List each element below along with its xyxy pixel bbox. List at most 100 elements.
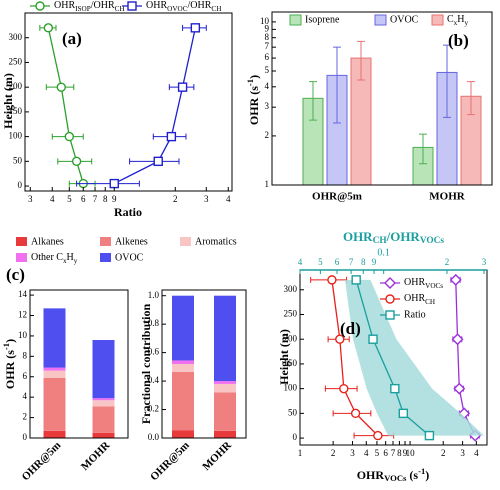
x-tick-label: 7 — [93, 194, 98, 204]
range-band — [345, 279, 485, 436]
marker — [177, 82, 188, 92]
marker — [190, 23, 201, 33]
x-tick-label: 2 — [441, 448, 446, 458]
marker — [71, 156, 82, 167]
legend-swatch — [180, 237, 191, 246]
bar-segment — [214, 383, 236, 393]
x-axis-label: Ratio — [114, 205, 142, 219]
marker — [398, 408, 409, 419]
x-tick-label: 3 — [350, 448, 355, 458]
error-bar — [309, 81, 317, 121]
y-tick-label: 9 — [265, 23, 270, 33]
bar-segment — [172, 364, 194, 372]
text-part: CH — [425, 298, 435, 306]
y-tick-label: 10 — [18, 330, 28, 340]
bar-segment — [172, 430, 194, 438]
y-axis-label: OHR (s-1) — [245, 75, 261, 125]
x-tick-label: 9 — [403, 448, 408, 458]
bar-segment — [43, 370, 66, 378]
x-tick-label: 3 — [28, 194, 33, 204]
marker — [351, 275, 361, 285]
error-bar — [419, 133, 427, 165]
text-part: y — [465, 19, 469, 27]
y-tick-label: 200 — [284, 333, 298, 343]
marker — [449, 273, 462, 286]
x-tick-label: MOHR — [200, 439, 234, 473]
plot-frame — [271, 11, 493, 186]
text-part: CH — [211, 5, 221, 13]
y-tick-label: 150 — [284, 358, 298, 368]
text-part: ISOP — [75, 5, 91, 13]
x-tick-label: 8 — [397, 448, 402, 458]
x2-tick-label: 5 — [318, 257, 323, 267]
y-tick-label: 0 — [23, 432, 28, 442]
panel-label: (d) — [340, 319, 361, 338]
legend-label: Aromatics — [195, 236, 237, 247]
x-tick-label: 6 — [383, 448, 388, 458]
y-tick-label: 0.8 — [148, 318, 160, 328]
marker — [335, 334, 345, 344]
text-part: -1 — [1, 343, 11, 350]
y-tick-label: 0.2 — [148, 404, 159, 414]
text-part: OHR — [146, 0, 167, 11]
x-tick-label: 3 — [460, 448, 465, 458]
error-bar — [333, 46, 341, 124]
text-part: -1 — [418, 466, 425, 476]
bar-segment — [92, 432, 115, 438]
y-tick-label: 3 — [265, 101, 270, 111]
marker — [166, 131, 177, 142]
marker — [43, 23, 54, 33]
text-part: OHR — [404, 277, 425, 288]
legend-label: OVOC — [115, 252, 144, 263]
text-part: OHR (s — [3, 350, 17, 389]
text-part: CH — [373, 236, 388, 246]
text-part: (s — [406, 468, 418, 482]
marker — [109, 178, 119, 189]
marker — [373, 430, 383, 441]
x-tick-label: 9 — [112, 194, 117, 204]
plot-frame — [29, 289, 129, 439]
x-tick-label: OHR@5m — [148, 439, 192, 483]
x2-tick-label: 8 — [361, 257, 366, 267]
y-axis-label: OHR (s-1) — [1, 339, 17, 389]
marker — [350, 408, 361, 419]
y-tick-label: 8 — [265, 32, 270, 42]
error-bar — [443, 44, 451, 118]
y-tick-label: 1.0 — [148, 290, 160, 300]
legend-label: CxHy — [447, 14, 469, 26]
y-tick-label: 0 — [293, 432, 298, 442]
legend-label: Ratio — [404, 309, 426, 320]
marker — [368, 334, 378, 344]
x-tick-label: OHR@5m — [20, 439, 64, 483]
legend-swatch — [16, 237, 27, 246]
marker — [56, 82, 66, 92]
legend-swatch — [431, 14, 444, 26]
marker — [384, 277, 396, 289]
x2-tick-label: 7 — [349, 257, 354, 267]
y-tick-label: 50 — [13, 155, 23, 165]
legend-label: Alkenes — [115, 236, 148, 247]
y-tick-label: 6 — [23, 371, 28, 381]
marker — [153, 156, 163, 167]
text-part: OVOC — [167, 5, 188, 13]
bar-segment — [214, 392, 236, 431]
y-tick-label: 2 — [265, 130, 270, 140]
x-tick-label: 2 — [331, 448, 336, 458]
plot-frame — [24, 12, 233, 192]
x-tick-label: OHR@5m — [312, 191, 362, 203]
text-part: VOCs — [384, 473, 407, 483]
legend-label: OHROVOC/OHRCH — [146, 0, 221, 12]
y-tick-label: 100 — [284, 383, 298, 393]
y-tick-label: 7 — [265, 41, 270, 51]
bar-segment — [43, 430, 66, 438]
text-part: H — [67, 252, 74, 263]
x-tick-label: 4 — [50, 194, 55, 204]
x-tick-label: 1 — [298, 448, 303, 458]
text-part: OHR (s — [247, 86, 261, 125]
text-part: x — [454, 19, 458, 27]
text-part: /OHR — [386, 229, 421, 244]
error-bar — [357, 40, 365, 81]
y-axis-label: Fractional contribution — [139, 304, 153, 425]
panel-label: (a) — [62, 29, 82, 48]
